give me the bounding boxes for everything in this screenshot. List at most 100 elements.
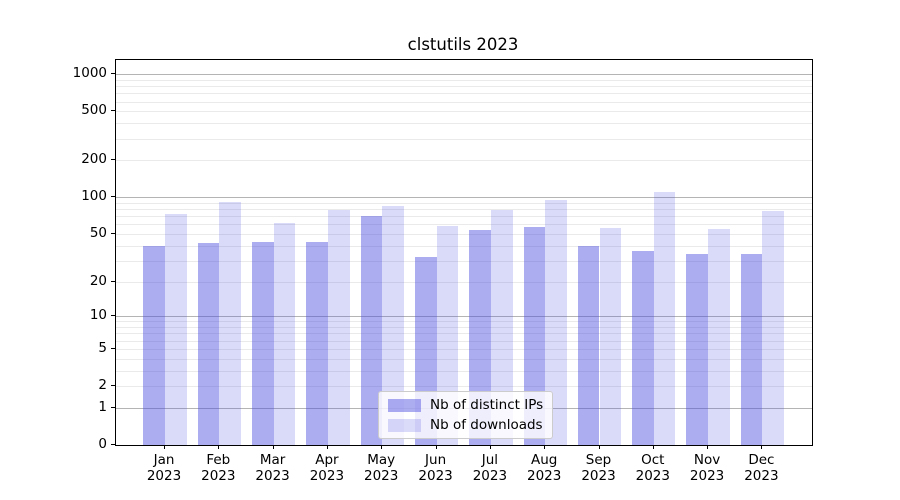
- gridline-major-100: [116, 197, 812, 199]
- y-tick-10: [111, 315, 115, 317]
- chart-title: clstutils 2023: [407, 35, 519, 54]
- x-tick-label-jul: Jul 2023: [472, 452, 508, 485]
- gridline-minor-2: [116, 386, 812, 387]
- plot-area: [115, 59, 813, 446]
- y-tick-label-200: 200: [81, 151, 107, 168]
- y-tick-1: [111, 406, 115, 408]
- bar-aug-distinct-ips: [523, 227, 546, 445]
- bar-nov-distinct-ips: [686, 254, 709, 445]
- bar-jun-downloads: [436, 226, 459, 445]
- bar-jan-downloads: [165, 213, 187, 445]
- gridline-minor-200: [116, 160, 812, 162]
- gridline-minor-5: [116, 348, 812, 350]
- legend-item-distinct-ips: Nb of distinct IPs: [388, 397, 543, 413]
- gridline-minor-70: [116, 216, 812, 218]
- x-tick-may: [381, 445, 383, 449]
- x-tick-label-oct: Oct 2023: [635, 452, 670, 485]
- y-tick-label-100: 100: [81, 188, 107, 205]
- gridline-minor-6: [116, 340, 812, 342]
- y-tick-20: [111, 280, 115, 282]
- gridline-minor-300: [116, 138, 812, 140]
- x-tick-jan: [164, 445, 165, 449]
- bar-oct-downloads: [653, 192, 676, 445]
- gridline-major-10: [116, 316, 812, 318]
- y-tick-200: [111, 159, 115, 161]
- legend-item-downloads: Nb of downloads: [388, 417, 543, 433]
- bar-sep-downloads: [599, 227, 622, 445]
- gridline-minor-8: [116, 327, 812, 328]
- legend-swatch-distinct-ips: [388, 398, 421, 412]
- gridline-minor-9: [116, 321, 812, 323]
- y-tick-label-0: 0: [98, 436, 107, 452]
- legend: Nb of distinct IPs Nb of downloads: [378, 391, 554, 439]
- x-tick-jun: [435, 445, 437, 449]
- x-tick-label-feb: Feb 2023: [201, 452, 236, 485]
- x-tick-label-nov: Nov 2023: [689, 452, 725, 485]
- y-tick-label-50: 50: [89, 224, 107, 241]
- y-tick-label-10: 10: [89, 307, 107, 324]
- gridline-minor-3: [116, 370, 812, 372]
- bar-mar-downloads: [273, 223, 296, 445]
- gridline-minor-40: [116, 245, 812, 247]
- x-tick-feb: [218, 445, 220, 449]
- gridline-minor-600: [116, 101, 812, 103]
- y-tick-5: [111, 347, 115, 349]
- gridline-minor-50: [116, 233, 812, 235]
- x-tick-label-may: May 2023: [364, 452, 399, 485]
- x-tick-label-apr: Apr 2023: [309, 452, 345, 485]
- y-tick-label-1000: 1000: [72, 65, 107, 82]
- bar-dec-downloads: [762, 211, 785, 445]
- gridline-minor-7: [116, 333, 812, 335]
- x-tick-mar: [272, 445, 274, 449]
- bar-jul-downloads: [490, 209, 513, 445]
- x-tick-oct: [652, 445, 654, 449]
- legend-label-distinct-ips: Nb of distinct IPs: [430, 397, 544, 413]
- bar-may-distinct-ips: [360, 216, 383, 445]
- x-tick-label-sep: Sep 2023: [581, 452, 616, 485]
- x-tick-sep: [598, 445, 600, 449]
- gridline-minor-900: [116, 79, 812, 81]
- bar-nov-downloads: [708, 228, 730, 445]
- y-tick-label-500: 500: [81, 102, 107, 119]
- bar-dec-distinct-ips: [740, 254, 763, 445]
- x-tick-aug: [544, 445, 546, 449]
- gridline-minor-20: [116, 281, 812, 283]
- gridline-minor-80: [116, 209, 812, 211]
- y-tick-label-5: 5: [98, 339, 107, 356]
- x-tick-label-jun: Jun 2023: [418, 452, 453, 485]
- bar-feb-distinct-ips: [197, 243, 220, 445]
- x-tick-label-dec: Dec 2023: [744, 452, 779, 485]
- bar-oct-distinct-ips: [632, 251, 654, 445]
- bar-apr-downloads: [327, 210, 350, 445]
- gridline-major-1000: [116, 74, 812, 76]
- bar-jan-distinct-ips: [143, 245, 165, 445]
- bar-mar-distinct-ips: [251, 241, 274, 445]
- x-tick-apr: [326, 445, 328, 449]
- x-tick-dec: [761, 445, 763, 449]
- y-tick-1000: [111, 73, 115, 75]
- y-tick-50: [111, 232, 115, 234]
- gridline-minor-800: [116, 86, 812, 87]
- gridline-minor-500: [116, 111, 812, 113]
- gridline-minor-700: [116, 93, 812, 95]
- bar-may-downloads: [382, 205, 404, 445]
- y-tick-2: [111, 385, 115, 386]
- x-tick-nov: [707, 445, 709, 449]
- y-tick-label-20: 20: [89, 272, 107, 289]
- x-tick-label-mar: Mar 2023: [255, 452, 290, 485]
- y-tick-100: [111, 196, 115, 198]
- y-tick-0: [111, 444, 115, 445]
- bar-apr-distinct-ips: [306, 241, 328, 445]
- legend-swatch-downloads: [388, 418, 421, 432]
- legend-label-downloads: Nb of downloads: [430, 417, 543, 433]
- gridline-minor-4: [116, 358, 812, 360]
- gridline-minor-90: [116, 202, 812, 204]
- y-tick-label-1: 1: [98, 398, 107, 415]
- gridline-minor-30: [116, 260, 812, 262]
- y-tick-label-2: 2: [98, 377, 107, 393]
- bar-aug-downloads: [545, 199, 567, 445]
- y-tick-500: [111, 110, 115, 112]
- gridline-minor-400: [116, 123, 812, 125]
- x-tick-label-aug: Aug 2023: [527, 452, 562, 485]
